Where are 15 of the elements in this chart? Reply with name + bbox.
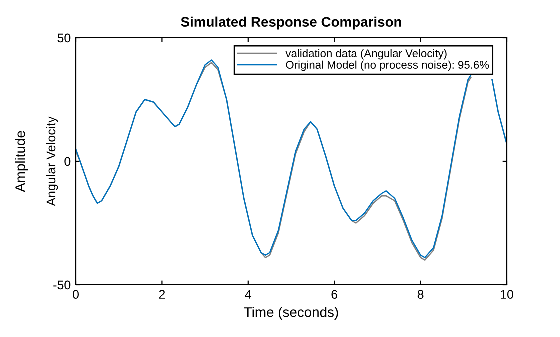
x-tick-label: 4 xyxy=(245,290,252,299)
y-tick-label: 50 xyxy=(58,34,71,43)
text: Angular Velocity xyxy=(46,116,58,206)
legend-label: Original Model (no process noise): 95.6% xyxy=(286,60,490,72)
x-axis-title: Time (seconds) xyxy=(244,307,338,320)
legend-label: validation data (Angular Velocity) xyxy=(286,49,447,60)
x-tick-label: 2 xyxy=(159,290,166,299)
y-tick-label: -50 xyxy=(54,280,71,290)
x-tick-label: 6 xyxy=(332,290,338,300)
chart-title: Simulated Response Comparison xyxy=(181,16,402,30)
x-tick-label: 10 xyxy=(501,290,514,300)
y-tick-label: 0 xyxy=(64,157,71,166)
x-tick-label: 8 xyxy=(418,290,424,300)
y-axis-title: Amplitude xyxy=(15,131,28,192)
x-tick-label: 0 xyxy=(73,290,79,300)
